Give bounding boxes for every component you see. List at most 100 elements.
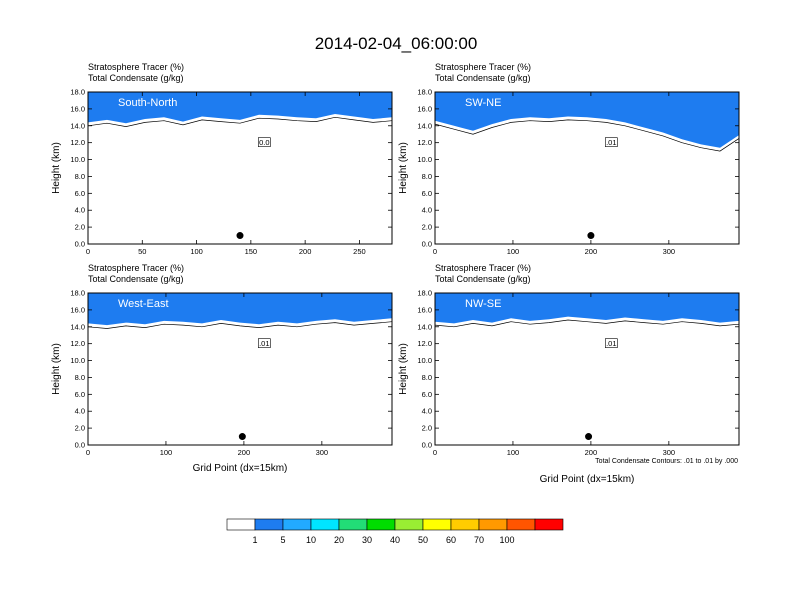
x-tick-label: 300: [663, 448, 676, 457]
x-tick-label: 150: [245, 247, 258, 256]
panel-title-condensate: Total Condensate (g/kg): [435, 274, 531, 284]
tracer-field: [435, 293, 739, 328]
x-tick-label: 250: [353, 247, 366, 256]
y-tick-label: 8.0: [422, 373, 432, 382]
x-axis-label: Grid Point (dx=15km): [540, 474, 635, 485]
y-tick-label: 2.0: [422, 223, 432, 232]
y-tick-label: 2.0: [75, 424, 85, 433]
y-tick-label: 12.0: [417, 138, 432, 147]
contour-label-box: [258, 137, 271, 147]
tracer-field: [88, 293, 392, 329]
x-tick-label: 50: [138, 247, 146, 256]
figure-title: 2014-02-04_06:00:00: [315, 34, 478, 53]
panel-title-tracer: Stratosphere Tracer (%): [88, 263, 184, 273]
x-tick-label: 200: [299, 247, 312, 256]
y-tick-label: 0.0: [422, 240, 432, 249]
contour-label: .01: [606, 138, 616, 147]
panel-title-condensate: Total Condensate (g/kg): [88, 274, 184, 284]
y-tick-label: 10.0: [70, 155, 85, 164]
x-tick-label: 100: [507, 247, 520, 256]
y-tick-label: 14.0: [70, 121, 85, 130]
x-tick-label: 0: [86, 247, 90, 256]
tracer-band-10: [435, 92, 739, 148]
colorbar-swatch: [310, 518, 340, 531]
x-tick-label: 200: [585, 448, 598, 457]
y-tick-label: 14.0: [70, 322, 85, 331]
plot-frame: [87, 91, 393, 245]
y-tick-label: 0.0: [75, 441, 85, 450]
y-tick-label: 16.0: [417, 305, 432, 314]
x-tick-label: 0: [86, 448, 90, 457]
tracer-contour: [435, 319, 739, 328]
tracer-contour: [435, 119, 739, 152]
tracer-contour: [88, 116, 392, 127]
colorbar-swatch: [254, 518, 284, 531]
tracer-band-10: [435, 293, 739, 324]
contour-label: 0.0: [259, 138, 269, 147]
tracer-contour: [88, 321, 392, 329]
plot-frame: [87, 292, 393, 446]
y-tick-label: 16.0: [70, 104, 85, 113]
x-axis-label: Grid Point (dx=15km): [193, 463, 288, 474]
y-tick-label: 12.0: [417, 339, 432, 348]
panel-title-condensate: Total Condensate (g/kg): [435, 73, 531, 83]
y-tick-label: 6.0: [422, 390, 432, 399]
panel-south-north: Stratosphere Tracer (%)Total Condensate …: [51, 62, 393, 256]
colorbar-label: 60: [446, 535, 456, 545]
tracer-field: [88, 92, 392, 127]
contour-label-box: [605, 338, 618, 348]
x-tick-label: 300: [316, 448, 329, 457]
location-marker: [587, 232, 595, 240]
x-tick-label: 200: [585, 247, 598, 256]
y-tick-label: 10.0: [70, 356, 85, 365]
y-tick-label: 10.0: [417, 155, 432, 164]
contour-label-box: [258, 338, 271, 348]
y-tick-label: 2.0: [75, 223, 85, 232]
y-tick-label: 4.0: [422, 407, 432, 416]
y-tick-label: 8.0: [75, 373, 85, 382]
panel-sw-ne: Stratosphere Tracer (%)Total Condensate …: [398, 62, 740, 256]
y-tick-label: 18.0: [70, 88, 85, 97]
y-tick-label: 14.0: [417, 322, 432, 331]
y-tick-label: 6.0: [422, 189, 432, 198]
y-axis-label: Height (km): [398, 142, 409, 194]
y-tick-label: 2.0: [422, 424, 432, 433]
x-tick-label: 300: [663, 247, 676, 256]
x-tick-label: 0: [433, 247, 437, 256]
y-tick-label: 16.0: [70, 305, 85, 314]
panel-title-tracer: Stratosphere Tracer (%): [88, 62, 184, 72]
y-tick-label: 6.0: [75, 189, 85, 198]
colorbar-swatch: [282, 518, 312, 531]
x-tick-label: 100: [507, 448, 520, 457]
y-tick-label: 4.0: [75, 206, 85, 215]
x-tick-label: 0: [433, 448, 437, 457]
y-tick-label: 0.0: [75, 240, 85, 249]
x-tick-label: 100: [160, 448, 173, 457]
location-marker: [585, 433, 593, 441]
location-marker: [238, 433, 246, 441]
colorbar-swatch: [366, 518, 396, 531]
tracer-band-10: [88, 92, 392, 124]
plot-frame: [434, 292, 740, 446]
y-tick-label: 8.0: [422, 172, 432, 181]
contour-label-box: [605, 137, 618, 147]
y-axis-label: Height (km): [51, 142, 62, 194]
panel-west-east: Stratosphere Tracer (%)Total Condensate …: [51, 263, 393, 474]
colorbar-label: 20: [334, 535, 344, 545]
y-tick-label: 6.0: [75, 390, 85, 399]
colorbar-label: 70: [474, 535, 484, 545]
contour-label: .01: [259, 339, 269, 348]
colorbar-label: 5: [280, 535, 285, 545]
colorbar-swatch: [422, 518, 452, 531]
panel-title-condensate: Total Condensate (g/kg): [88, 73, 184, 83]
colorbar-label: 30: [362, 535, 372, 545]
panel-title-tracer: Stratosphere Tracer (%): [435, 263, 531, 273]
y-axis-label: Height (km): [398, 343, 409, 395]
region-label: South-North: [118, 97, 177, 109]
x-tick-label: 200: [238, 448, 251, 457]
y-tick-label: 4.0: [422, 206, 432, 215]
colorbar-swatch: [338, 518, 368, 531]
colorbar-label: 100: [499, 535, 514, 545]
colorbar-label: 1: [252, 535, 257, 545]
